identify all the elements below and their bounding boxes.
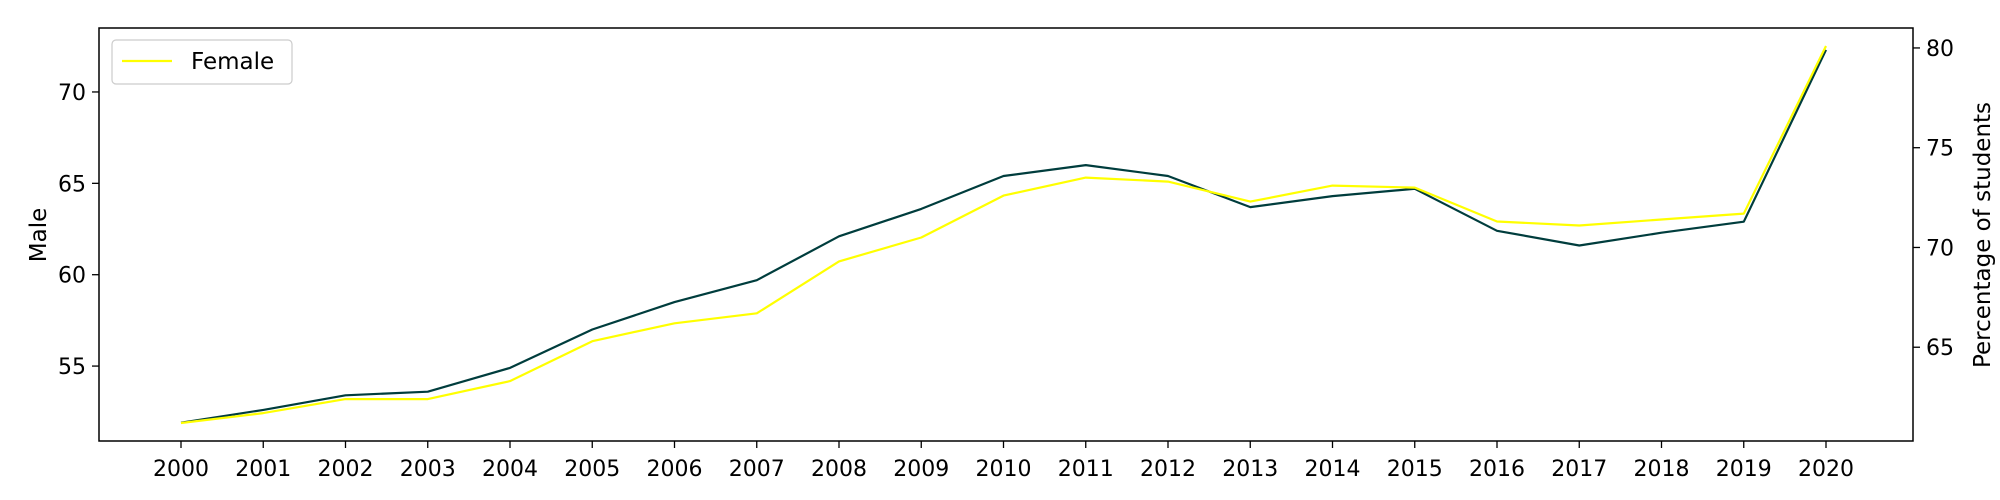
y-tick-label: 55 (58, 355, 86, 380)
y2-tick-label: 80 (1926, 37, 1954, 62)
series-line-female (180, 45, 1827, 425)
x-tick-label: 2002 (318, 457, 374, 482)
x-tick-label: 2017 (1551, 457, 1607, 482)
plot-area: 2000 2001 2002 2003 2004 2005 2006 2007 2008 2009… (58, 27, 1954, 482)
x-tick-label: 2005 (564, 457, 620, 482)
x-tick-label: 2016 (1469, 457, 1525, 482)
x-tick-label: 2010 (976, 457, 1032, 482)
left-y-axis: 55 60 65 70 (58, 81, 99, 380)
series-line-male (180, 49, 1827, 424)
legend-label-female: Female (191, 49, 274, 75)
left-y-axis-title: Male (26, 208, 52, 262)
x-tick-label: 2001 (235, 457, 291, 482)
x-tick-label: 2011 (1058, 457, 1114, 482)
right-y-axis-title: Percentage of students (1970, 102, 1996, 368)
x-tick-label: 2013 (1222, 457, 1278, 482)
x-axis: 2000 2001 2002 2003 2004 2005 2006 2007 2008 2009… (153, 441, 1854, 482)
x-tick-label: 2014 (1305, 457, 1361, 482)
x-tick-label: 2018 (1634, 457, 1690, 482)
y2-tick-label: 70 (1926, 236, 1954, 261)
x-tick-label: 2000 (153, 457, 209, 482)
x-tick-label: 2012 (1140, 457, 1196, 482)
x-tick-label: 2006 (647, 457, 703, 482)
y2-tick-label: 75 (1926, 137, 1954, 162)
y2-tick-label: 65 (1926, 336, 1954, 361)
y-tick-label: 60 (58, 264, 86, 289)
x-tick-label: 2009 (893, 457, 949, 482)
plot-frame (98, 27, 1914, 442)
x-tick-label: 2020 (1798, 457, 1854, 482)
x-tick-label: 2004 (482, 457, 538, 482)
x-tick-label: 2007 (729, 457, 785, 482)
y-tick-label: 65 (58, 172, 86, 197)
x-tick-label: 2015 (1387, 457, 1443, 482)
x-tick-label: 2003 (400, 457, 456, 482)
legend: Female (111, 39, 293, 85)
x-tick-label: 2008 (811, 457, 867, 482)
y-tick-label: 70 (58, 81, 86, 106)
right-y-axis: 65 70 75 80 (1913, 37, 1954, 361)
x-tick-label: 2019 (1716, 457, 1772, 482)
series-lines (180, 45, 1827, 425)
legend-box (111, 39, 293, 85)
